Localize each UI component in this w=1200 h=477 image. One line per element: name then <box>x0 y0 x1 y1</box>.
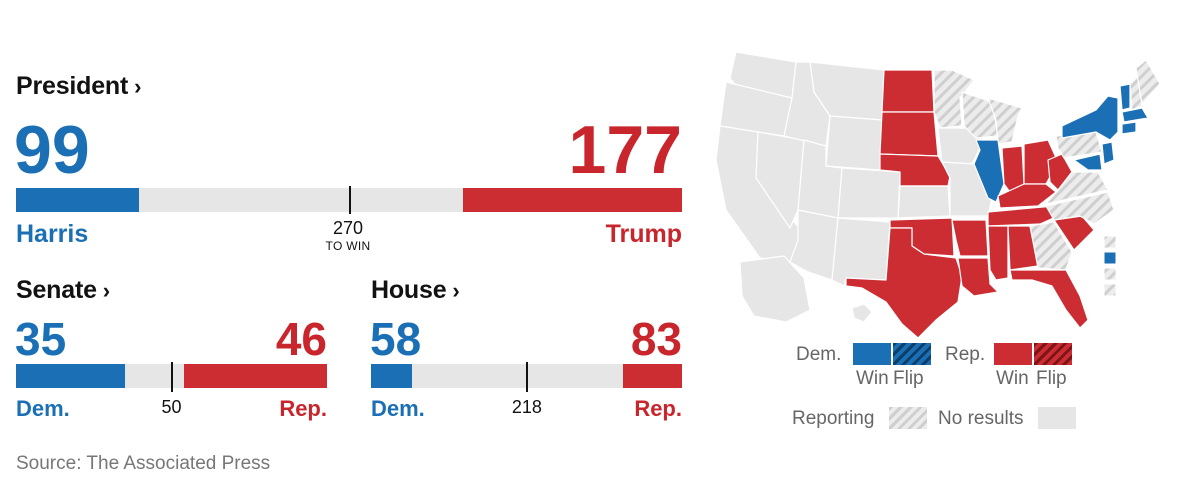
state-texas[interactable] <box>845 227 963 339</box>
state-vermont[interactable] <box>1119 83 1131 111</box>
legend-dem-win-label: Win <box>856 368 889 389</box>
trump-bar-fill <box>462 188 682 212</box>
senate-dem-count: 35 <box>15 313 67 365</box>
house-threshold-tick <box>525 362 528 392</box>
state-wyoming[interactable] <box>825 115 883 171</box>
senate-rep-label: Rep. <box>279 396 327 421</box>
state-minnesota[interactable] <box>933 69 975 129</box>
legend-rep-win-label: Win <box>996 368 1029 389</box>
senate-threshold-label: 50 <box>161 397 182 417</box>
state-colorado[interactable] <box>837 167 901 219</box>
state-tennessee[interactable] <box>987 205 1059 227</box>
state-south-dakota[interactable] <box>879 111 939 157</box>
president-heading: President <box>16 72 129 100</box>
state-michigan[interactable] <box>987 97 1023 145</box>
harris-label: Harris <box>16 220 89 248</box>
chevron-right-icon: › <box>134 74 142 99</box>
state-mississippi[interactable] <box>987 225 1009 281</box>
house-dem-fill <box>371 364 413 388</box>
state-massachusetts[interactable] <box>1121 107 1149 123</box>
legend-no-results-swatch <box>1038 407 1076 429</box>
legend-no-results-label: No results <box>938 408 1024 429</box>
source-note: Source: The Associated Press <box>16 453 271 474</box>
state-wisconsin[interactable] <box>961 91 999 139</box>
state-florida[interactable] <box>1009 269 1089 329</box>
legend-rep-label: Rep. <box>945 344 986 365</box>
state-kansas[interactable] <box>897 185 951 219</box>
threshold-value: 270 <box>332 218 364 238</box>
state-north-dakota[interactable] <box>881 69 935 113</box>
president-heading-link[interactable]: President › <box>16 72 141 101</box>
state-north-carolina[interactable] <box>1045 191 1115 225</box>
senate-heading-link[interactable]: Senate › <box>16 276 110 305</box>
house-rep-label: Rep. <box>634 396 682 421</box>
state-arizona[interactable] <box>789 209 839 281</box>
legend-dem-win-swatch <box>853 343 891 365</box>
state-maine[interactable] <box>1135 59 1161 105</box>
state-connecticut[interactable] <box>1121 121 1137 135</box>
state-box-dc[interactable] <box>1103 251 1117 265</box>
state-new-york[interactable] <box>1061 95 1119 141</box>
house-threshold-label: 218 <box>511 397 542 417</box>
state-georgia[interactable] <box>1029 221 1073 271</box>
house-rep-fill <box>622 364 682 388</box>
house-dem-count: 58 <box>370 313 422 365</box>
legend-rep-flip-swatch <box>1034 343 1072 365</box>
president-threshold-tick <box>349 186 352 214</box>
president-threshold-label: 270 TO WIN <box>300 218 396 253</box>
trump-electoral-count: 177 <box>568 112 682 188</box>
senate-rep-fill <box>183 364 327 388</box>
state-alaska[interactable] <box>739 255 811 323</box>
threshold-sub: TO WIN <box>325 239 371 253</box>
house-rep-count: 83 <box>630 313 682 365</box>
state-new-jersey[interactable] <box>1101 141 1115 165</box>
chevron-right-icon: › <box>452 278 460 303</box>
legend-reporting-label: Reporting <box>792 408 875 429</box>
president-progress-bar <box>16 188 682 212</box>
senate-rep-count: 46 <box>275 313 327 365</box>
state-illinois[interactable] <box>973 139 1005 203</box>
trump-label: Trump <box>605 220 682 248</box>
house-heading-link[interactable]: House › <box>371 276 460 305</box>
state-box-extra[interactable] <box>1103 283 1117 297</box>
legend-dem-flip-label: Flip <box>893 368 924 389</box>
state-box-delaware[interactable] <box>1103 235 1117 249</box>
state-new-mexico[interactable] <box>831 217 891 287</box>
state-virginia[interactable] <box>1045 171 1109 205</box>
senate-dem-label: Dem. <box>16 396 70 421</box>
state-louisiana[interactable] <box>957 257 999 297</box>
legend-rep-win-swatch <box>994 343 1032 365</box>
senate-dem-fill <box>16 364 125 388</box>
house-heading: House <box>371 276 447 304</box>
harris-electoral-count: 99 <box>14 112 90 188</box>
legend-dem-flip-swatch <box>893 343 931 365</box>
senate-threshold-tick <box>170 362 173 392</box>
chevron-right-icon: › <box>102 278 110 303</box>
legend-reporting-swatch <box>889 407 927 429</box>
us-results-map[interactable] <box>712 40 1182 340</box>
legend-rep-flip-label: Flip <box>1036 368 1067 389</box>
legend-dem-label: Dem. <box>796 344 842 365</box>
senate-heading: Senate <box>16 276 97 304</box>
state-box-rhode-island[interactable] <box>1103 267 1117 281</box>
state-arkansas[interactable] <box>951 219 989 257</box>
harris-bar-fill <box>16 188 139 212</box>
state-hawaii[interactable] <box>851 303 873 323</box>
house-dem-label: Dem. <box>371 396 425 421</box>
state-maryland[interactable] <box>1073 153 1103 171</box>
